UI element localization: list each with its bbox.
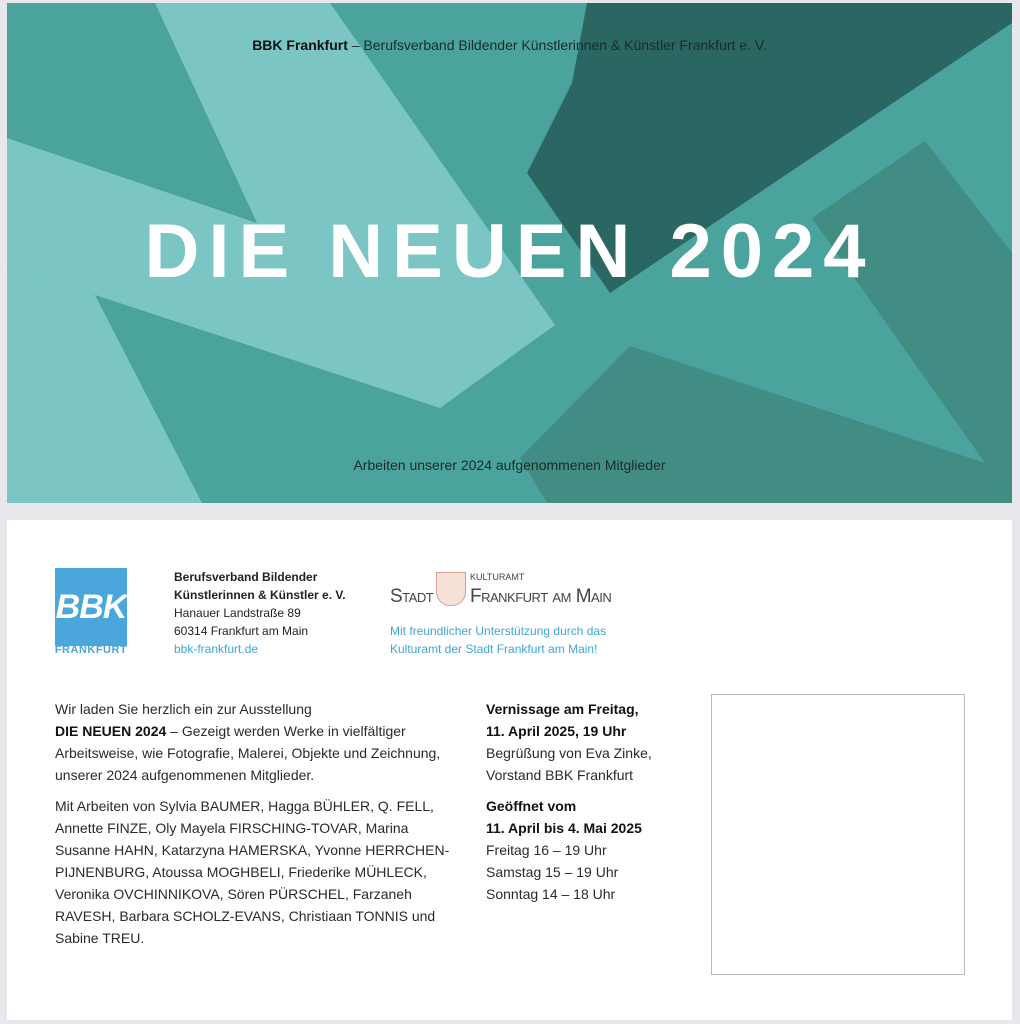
vernissage-2: 11. April 2025, 19 Uhr	[486, 723, 627, 739]
org-name-2: Künstlerinnen & Künstler e. V.	[174, 588, 346, 602]
org-website-link[interactable]: bbk-frankfurt.de	[174, 642, 259, 656]
support-line-2: Kulturamt der Stadt Frankfurt am Main!	[390, 642, 598, 656]
org-address: Berufsverband Bildender Künstlerinnen & …	[174, 568, 346, 658]
opening-2: 11. April bis 4. Mai 2025	[486, 820, 642, 836]
header-org-full: – Berufsverband Bildender Künstlerinnen …	[347, 37, 767, 53]
header-org-short: BBK Frankfurt	[252, 37, 348, 53]
support-note: Mit freundlicher Unterstützung durch das…	[390, 622, 606, 658]
address-box	[711, 694, 965, 975]
artist-list: Mit Arbeiten von Sylvia BAUMER, Hagga BÜ…	[55, 798, 450, 946]
invitation-title: DIE NEUEN 2024	[55, 723, 167, 739]
flyer-front: BBK Frankfurt – Berufsverband Bildender …	[7, 3, 1012, 503]
bg-mid-bottom	[520, 346, 1012, 503]
geometric-background	[7, 3, 1012, 503]
org-city: 60314 Frankfurt am Main	[174, 624, 309, 638]
org-name-1: Berufsverband Bildender	[174, 570, 318, 584]
greeting-2: Vorstand BBK Frankfurt	[486, 767, 634, 783]
stadt-frankfurt-logo: Stadt Kulturamt Frankfurt am Main	[390, 570, 630, 610]
exhibition-subtitle: Arbeiten unserer 2024 aufgenommenen Mitg…	[353, 457, 666, 473]
invitation-text: Wir laden Sie herzlich ein zur Ausstellu…	[55, 698, 465, 958]
opening-1: Geöffnet vom	[486, 798, 577, 814]
vernissage-1: Vernissage am Freitag,	[486, 701, 639, 717]
bg-light-band	[7, 3, 555, 408]
flyer-back: BBK FRANKFURT Berufsverband Bildender Kü…	[7, 520, 1012, 1020]
org-street: Hanauer Landstraße 89	[174, 606, 301, 620]
greeting-1: Begrüßung von Eva Zinke,	[486, 745, 652, 761]
exhibition-title: DIE NEUEN 2024	[144, 209, 875, 294]
logo-frankfurt: Frankfurt am Main	[470, 586, 612, 607]
bg-dark-shape	[527, 3, 1012, 293]
logo-stadt: Stadt	[390, 586, 434, 607]
invitation-body: – Gezeigt werden Werke in vielfältiger A…	[55, 723, 441, 783]
logo-kulturamt: Kulturamt	[470, 572, 525, 582]
eagle-crest-icon	[436, 572, 466, 606]
bbk-logo: BBK	[55, 568, 127, 646]
bg-light-left	[7, 268, 202, 503]
hours-sunday: Sonntag 14 – 18 Uhr	[486, 886, 616, 902]
bbk-logo-subtext: FRANKFURT	[54, 644, 128, 656]
hours-saturday: Samstag 15 – 19 Uhr	[486, 864, 619, 880]
event-details: Vernissage am Freitag, 11. April 2025, 19…	[486, 698, 706, 914]
invitation-intro: Wir laden Sie herzlich ein zur Ausstellu…	[55, 701, 312, 717]
support-line-1: Mit freundlicher Unterstützung durch das	[390, 624, 607, 638]
hours-friday: Freitag 16 – 19 Uhr	[486, 842, 607, 858]
header-line: BBK Frankfurt – Berufsverband Bildender …	[7, 37, 1012, 53]
bg-mid-right	[812, 141, 1012, 503]
